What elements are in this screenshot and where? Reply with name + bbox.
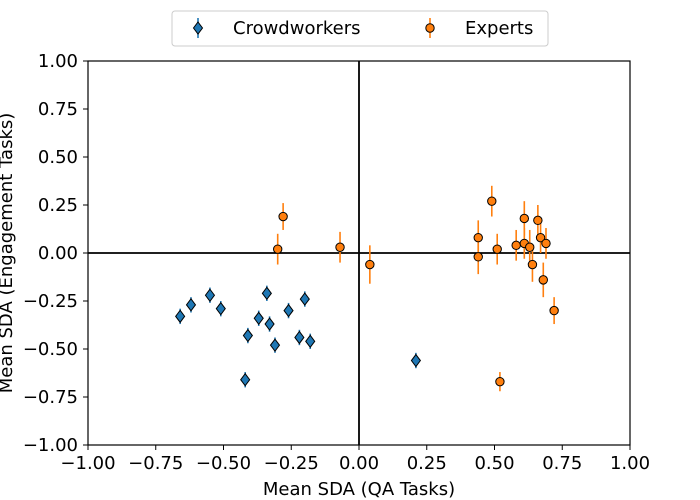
y-tick-label: 0.75 <box>38 99 78 120</box>
crowdworkers-point <box>215 301 226 316</box>
crowdworkers-point <box>204 288 216 303</box>
experts-point <box>487 196 497 206</box>
experts-legend-label: Experts <box>465 18 533 39</box>
x-axis-ticks: −1.00 −0.75 −0.50 −0.25 0.00 0.25 0.50 0.75 1.00 <box>60 445 650 474</box>
experts-point <box>278 211 288 222</box>
crowdworkers-point <box>299 292 310 306</box>
experts-point <box>519 213 530 224</box>
legend: Crowdworkers Experts <box>171 10 549 47</box>
crowdworkers-point <box>410 353 422 368</box>
x-tick-label: 0.00 <box>339 453 379 474</box>
experts-point <box>527 259 538 270</box>
x-tick-label: 0.25 <box>407 453 447 474</box>
experts-point <box>495 376 505 387</box>
y-tick-label: −1.00 <box>23 435 78 456</box>
experts-point <box>473 252 483 262</box>
crowdworkers-legend-label: Crowdworkers <box>233 18 361 39</box>
x-tick-label: 1.00 <box>610 453 650 474</box>
crowdworkers-point <box>240 372 251 387</box>
crowdworkers-point <box>261 286 272 301</box>
experts-point <box>273 244 283 254</box>
crowdworkers-point <box>294 330 305 345</box>
experts-point <box>335 242 345 252</box>
crowdworkers-point <box>305 334 316 349</box>
x-axis-label: Mean SDA (QA Tasks) <box>263 479 455 500</box>
y-axis-ticks: 1.00 0.75 0.50 0.25 0.00 −0.25 −0.50 −0.75 −1.00 <box>23 51 88 456</box>
experts-point <box>549 305 559 316</box>
plot-area <box>87 60 631 446</box>
data-markers <box>175 196 559 387</box>
crowdworkers-point <box>283 303 294 318</box>
experts-point <box>541 238 551 249</box>
x-tick-label: 0.75 <box>542 453 582 474</box>
x-tick-label: −0.75 <box>128 453 183 474</box>
experts-point <box>365 259 375 270</box>
experts-point <box>525 242 535 252</box>
crowdworkers-point <box>253 311 264 326</box>
x-tick-label: −0.25 <box>264 453 319 474</box>
experts-point <box>535 232 546 243</box>
crowdworkers-point <box>185 298 197 312</box>
x-tick-label: −0.50 <box>196 453 251 474</box>
experts-point <box>492 244 502 254</box>
legend-items: Crowdworkers Experts <box>192 18 533 39</box>
crowdworkers-point <box>264 317 275 331</box>
y-tick-label: 0.00 <box>38 243 78 264</box>
y-tick-label: −0.25 <box>23 291 78 312</box>
y-axis-label: Mean SDA (Engagement Tasks) <box>0 113 17 394</box>
experts-legend-marker <box>425 23 435 33</box>
error-bars <box>179 185 555 392</box>
crowdworkers-point <box>269 338 281 352</box>
y-tick-label: 0.50 <box>38 147 78 168</box>
crowdworkers-point <box>242 328 254 343</box>
x-tick-label: 0.50 <box>474 453 514 474</box>
y-tick-label: 1.00 <box>38 51 78 72</box>
x-tick-label: −1.00 <box>60 453 115 474</box>
y-tick-label: −0.50 <box>23 339 78 360</box>
crowdworkers-point <box>175 309 186 324</box>
experts-point <box>538 275 548 285</box>
experts-point <box>533 215 543 226</box>
y-tick-label: 0.25 <box>38 195 78 216</box>
crowdworkers-legend-marker <box>192 21 204 35</box>
experts-point <box>511 240 521 251</box>
experts-point <box>473 232 483 243</box>
y-tick-label: −0.75 <box>23 387 78 408</box>
legend-box <box>171 10 549 47</box>
